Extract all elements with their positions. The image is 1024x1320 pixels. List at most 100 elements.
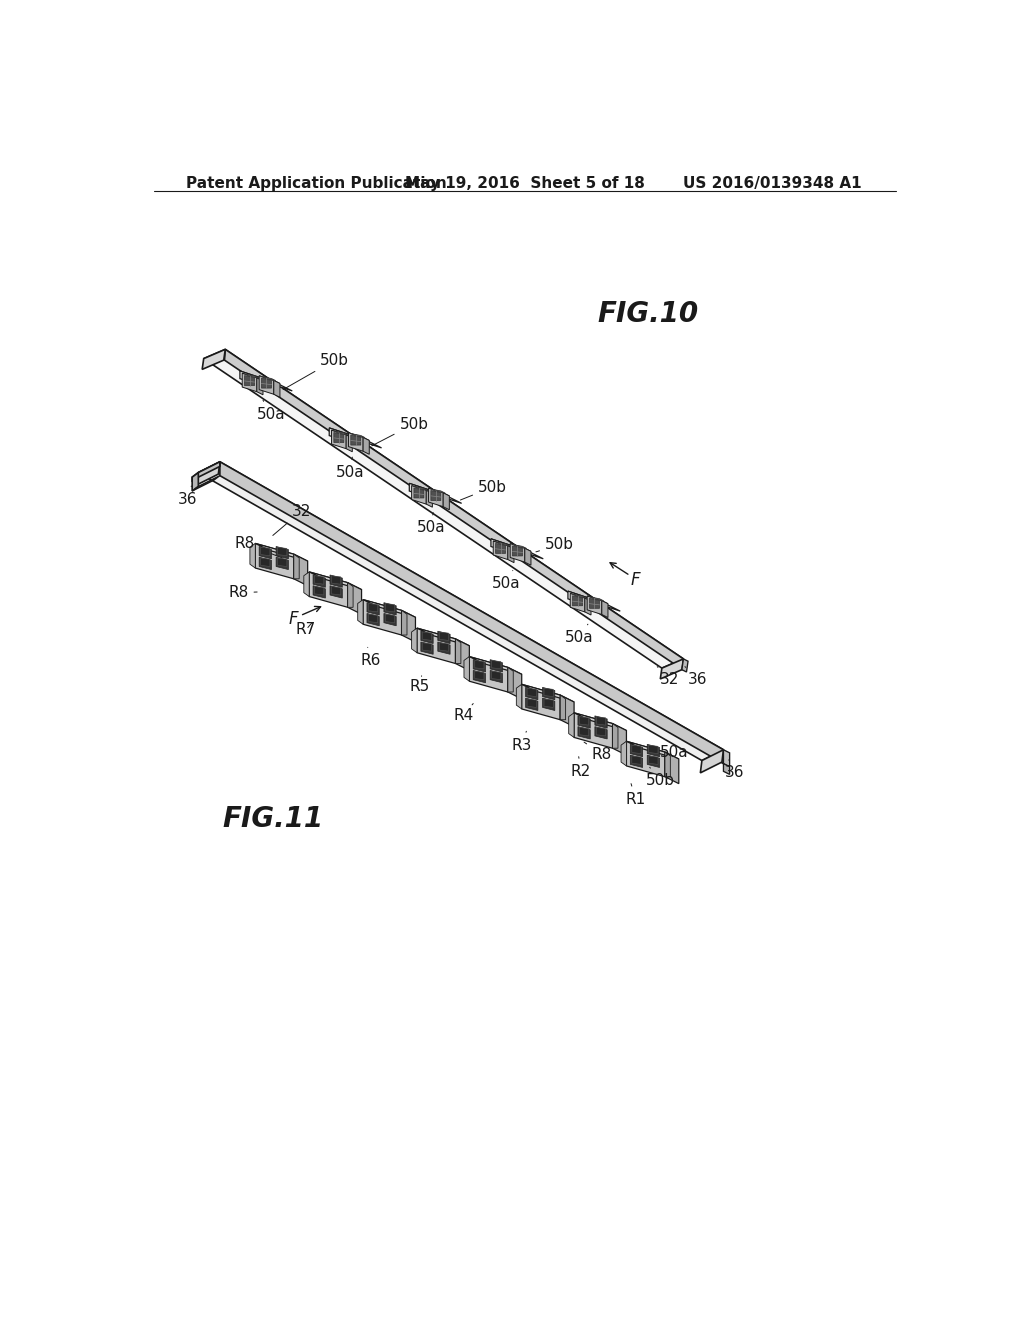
- Polygon shape: [421, 642, 433, 655]
- Polygon shape: [560, 696, 565, 719]
- Text: R3: R3: [512, 731, 531, 752]
- Polygon shape: [332, 430, 346, 449]
- Text: R5: R5: [410, 676, 430, 694]
- Text: 50a: 50a: [336, 457, 365, 480]
- Text: R6: R6: [360, 647, 381, 668]
- Polygon shape: [574, 713, 612, 748]
- Polygon shape: [475, 671, 484, 680]
- Polygon shape: [422, 643, 432, 651]
- Polygon shape: [250, 544, 255, 568]
- Polygon shape: [647, 744, 659, 756]
- Polygon shape: [273, 380, 280, 397]
- Text: 50b: 50b: [461, 479, 507, 500]
- Polygon shape: [193, 475, 220, 491]
- Polygon shape: [475, 660, 484, 669]
- Polygon shape: [332, 576, 341, 585]
- Polygon shape: [580, 717, 589, 725]
- Polygon shape: [490, 660, 503, 672]
- Polygon shape: [417, 628, 469, 645]
- Polygon shape: [544, 700, 553, 708]
- Polygon shape: [313, 576, 326, 587]
- Polygon shape: [665, 752, 679, 784]
- Polygon shape: [508, 545, 514, 562]
- Polygon shape: [649, 756, 658, 764]
- Text: R8: R8: [228, 585, 257, 601]
- Polygon shape: [426, 490, 432, 507]
- Polygon shape: [443, 492, 450, 510]
- Polygon shape: [456, 639, 461, 664]
- Polygon shape: [334, 430, 348, 436]
- Polygon shape: [367, 603, 379, 615]
- Polygon shape: [330, 428, 382, 447]
- Polygon shape: [587, 597, 608, 603]
- Polygon shape: [245, 376, 255, 385]
- Polygon shape: [261, 376, 275, 380]
- Polygon shape: [621, 742, 627, 766]
- Polygon shape: [414, 487, 428, 491]
- Polygon shape: [384, 603, 396, 615]
- Polygon shape: [490, 539, 544, 558]
- Polygon shape: [330, 576, 342, 587]
- Polygon shape: [259, 376, 280, 384]
- Polygon shape: [255, 544, 294, 579]
- Polygon shape: [294, 554, 307, 586]
- Polygon shape: [568, 713, 574, 738]
- Polygon shape: [570, 594, 585, 612]
- Polygon shape: [631, 755, 643, 767]
- Polygon shape: [410, 483, 462, 503]
- Polygon shape: [665, 752, 671, 776]
- Polygon shape: [412, 486, 432, 494]
- Polygon shape: [590, 597, 604, 601]
- Polygon shape: [469, 656, 521, 675]
- Polygon shape: [243, 374, 263, 381]
- Polygon shape: [682, 659, 688, 672]
- Polygon shape: [220, 462, 724, 763]
- Polygon shape: [348, 433, 364, 451]
- Polygon shape: [492, 660, 501, 669]
- Polygon shape: [527, 688, 537, 697]
- Polygon shape: [632, 744, 641, 754]
- Polygon shape: [494, 541, 508, 560]
- Polygon shape: [660, 659, 683, 678]
- Polygon shape: [602, 601, 608, 618]
- Polygon shape: [369, 603, 378, 612]
- Polygon shape: [525, 688, 538, 700]
- Polygon shape: [412, 486, 426, 504]
- Polygon shape: [585, 598, 591, 615]
- Polygon shape: [421, 631, 433, 644]
- Polygon shape: [417, 628, 456, 664]
- Text: 32: 32: [657, 667, 679, 688]
- Polygon shape: [414, 488, 424, 498]
- Polygon shape: [508, 668, 521, 700]
- Text: R7: R7: [296, 622, 316, 638]
- Polygon shape: [261, 378, 271, 388]
- Text: 50b: 50b: [283, 352, 349, 389]
- Polygon shape: [224, 350, 683, 669]
- Polygon shape: [578, 715, 590, 729]
- Polygon shape: [596, 717, 605, 725]
- Polygon shape: [438, 631, 451, 644]
- Polygon shape: [367, 614, 379, 626]
- Polygon shape: [568, 591, 621, 611]
- Polygon shape: [330, 428, 367, 447]
- Text: 36: 36: [685, 667, 707, 688]
- Polygon shape: [278, 548, 287, 556]
- Polygon shape: [595, 726, 607, 739]
- Polygon shape: [348, 433, 370, 441]
- Polygon shape: [384, 614, 396, 626]
- Polygon shape: [364, 437, 370, 454]
- Text: 32: 32: [272, 503, 311, 536]
- Polygon shape: [351, 433, 366, 438]
- Polygon shape: [473, 671, 485, 682]
- Polygon shape: [314, 576, 324, 585]
- Text: 50a: 50a: [256, 400, 285, 421]
- Polygon shape: [512, 546, 522, 556]
- Polygon shape: [193, 473, 199, 491]
- Polygon shape: [314, 586, 324, 595]
- Text: US 2016/0139348 A1: US 2016/0139348 A1: [683, 176, 862, 190]
- Polygon shape: [560, 696, 574, 726]
- Polygon shape: [508, 668, 513, 692]
- Polygon shape: [276, 557, 289, 570]
- Polygon shape: [570, 594, 591, 601]
- Polygon shape: [544, 688, 553, 697]
